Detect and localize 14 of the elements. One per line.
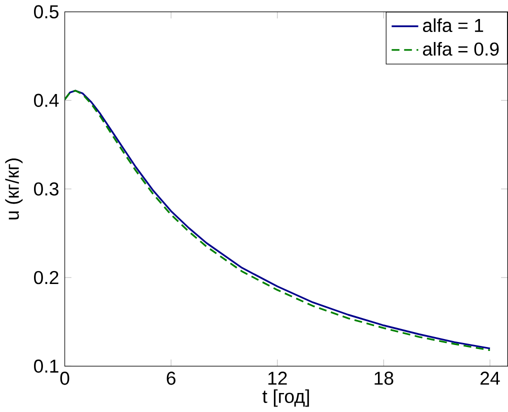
x-tick-label: 0 — [60, 372, 70, 385]
legend-label: alfa = 1 — [422, 18, 484, 32]
y-tick-label: 0.4 — [34, 94, 59, 108]
y-tick-label: 0.3 — [34, 182, 58, 196]
y-tick-label: 0.1 — [34, 360, 58, 373]
x-tick-label: 18 — [374, 372, 394, 385]
x-tick-label: 12 — [268, 372, 287, 385]
x-tick-label: 6 — [166, 372, 176, 385]
legend-label: alfa = 0.9 — [422, 42, 499, 56]
y-tick-label: 0.2 — [34, 270, 58, 284]
x-tick-label: 24 — [480, 372, 500, 385]
x-axis-title: t [год] — [262, 389, 309, 407]
y-tick-label: 0.5 — [34, 5, 58, 18]
y-axis-title: u (кг/кг) — [5, 158, 23, 220]
